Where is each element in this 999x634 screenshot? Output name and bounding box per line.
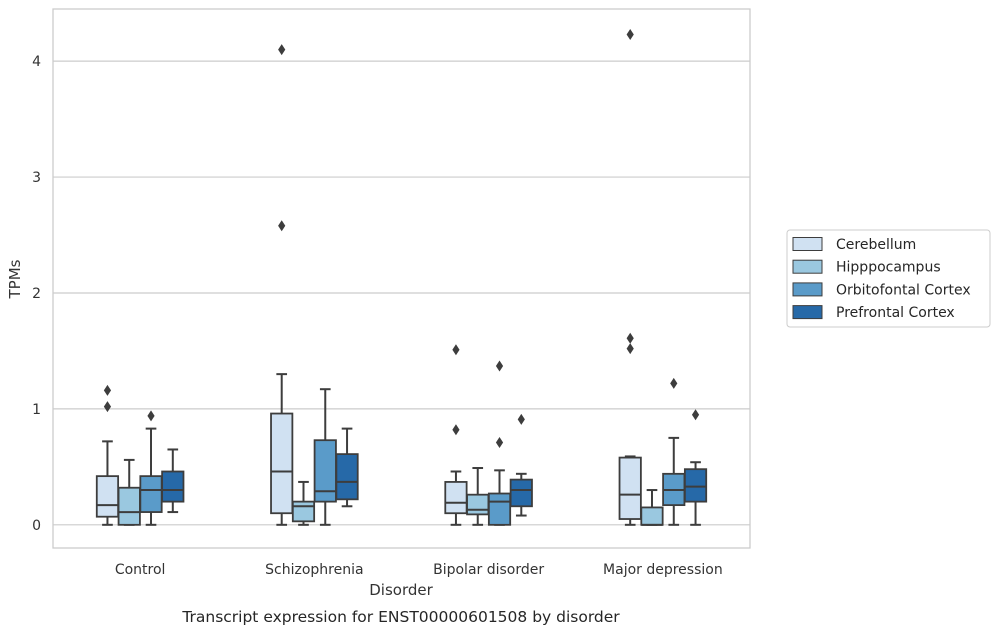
box-group <box>444 344 468 526</box>
legend-label: Cerebellum <box>836 237 916 253</box>
box-group <box>466 467 490 526</box>
outlier-point <box>670 377 678 389</box>
x-tick-label: Schizophrenia <box>265 562 363 578</box>
box-body <box>270 412 294 515</box>
box-group <box>270 44 294 526</box>
outlier-point <box>452 424 460 436</box>
box-group <box>640 489 664 526</box>
y-axis-ticks: 0 1 2 3 4 <box>32 54 41 534</box>
legend-swatch <box>792 237 823 251</box>
outlier-point <box>626 29 634 41</box>
legend-items: Cerebellum Hipppocampus Orbitofontal Corte… <box>792 237 971 321</box>
figure-caption: Transcript expression for ENST0000060150… <box>181 608 620 626</box>
box-body <box>466 493 490 516</box>
box-group <box>161 448 185 514</box>
y-tick-label: 0 <box>32 518 41 534</box>
outlier-point <box>691 409 700 421</box>
outlier-point <box>517 413 525 425</box>
outlier-point <box>452 344 460 356</box>
outlier-point <box>495 360 504 372</box>
y-tick-label: 1 <box>32 402 41 418</box>
box-body <box>117 486 141 526</box>
box-body <box>509 478 533 508</box>
box-group <box>335 427 359 508</box>
box-body <box>313 439 337 503</box>
box-group <box>509 413 533 517</box>
box-body <box>640 506 664 526</box>
box-body <box>683 468 708 503</box>
legend: Cerebellum Hipppocampus Orbitofontal Corte… <box>786 229 991 328</box>
y-tick-label: 2 <box>32 286 41 302</box>
outlier-point <box>103 401 112 413</box>
x-tick-label: Bipolar disorder <box>433 562 544 578</box>
outlier-point <box>495 437 504 449</box>
outlier-point <box>147 410 155 422</box>
outlier-point <box>626 332 634 344</box>
box-group <box>139 410 163 526</box>
box-body <box>95 475 120 518</box>
box-group <box>662 377 686 526</box>
legend-swatch <box>792 282 823 297</box>
legend-label: Prefrontal Cortex <box>836 305 955 321</box>
box-body <box>444 481 468 515</box>
box-group <box>683 409 708 526</box>
y-axis-title: TPMs <box>6 259 24 299</box>
legend-label: Orbitofontal Cortex <box>836 282 971 298</box>
x-tick-label: Control <box>115 562 166 578</box>
outlier-point <box>278 44 286 56</box>
box-group <box>618 29 642 526</box>
legend-label: Hipppocampus <box>836 260 941 276</box>
box-group <box>291 480 316 526</box>
box-group <box>313 388 337 526</box>
plot-area-frame <box>52 8 751 549</box>
boxes <box>95 29 708 526</box>
box-group <box>95 384 120 526</box>
legend-swatch <box>792 305 823 320</box>
outlier-point <box>278 220 286 232</box>
box-group <box>117 458 141 526</box>
y-tick-label: 4 <box>32 54 41 70</box>
box-body <box>161 470 185 503</box>
box-body <box>618 456 642 520</box>
x-tick-label: Major depression <box>603 562 723 578</box>
y-tick-label: 3 <box>32 170 41 186</box>
legend-frame <box>786 229 991 328</box>
box-body <box>335 453 359 501</box>
box-body <box>291 500 316 523</box>
outlier-point <box>626 343 634 355</box>
legend-swatch <box>792 259 823 274</box>
gridlines <box>53 60 750 526</box>
x-axis-title: Disorder <box>369 581 433 599</box>
outlier-point <box>103 384 112 396</box>
x-axis-ticks: Control Schizophrenia Bipolar disorder Majo… <box>115 562 723 578</box>
box-group <box>487 360 512 526</box>
box-body <box>139 475 163 513</box>
box-body <box>487 492 512 526</box>
